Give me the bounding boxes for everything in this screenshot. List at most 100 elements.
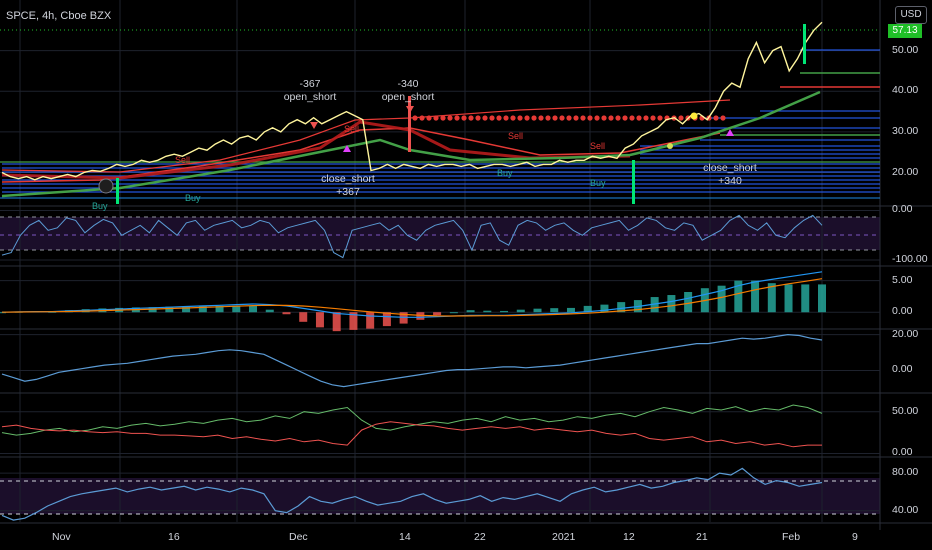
signal-dot: [615, 115, 621, 121]
trade-annotation-line: close_short: [321, 173, 375, 185]
y-tick-label: 40.00: [892, 503, 919, 516]
macd-histogram-bar: [349, 312, 358, 330]
y-tick-label: 0.00: [892, 305, 913, 318]
trade-arrow: [343, 145, 351, 152]
x-tick-label: 9: [852, 531, 858, 543]
signal-label: Sell: [344, 124, 360, 134]
signal-label: Buy: [497, 168, 513, 178]
y-tick-label: 0.00: [892, 363, 913, 376]
macd-histogram-bar: [249, 305, 258, 313]
signal-dot: [517, 115, 523, 121]
signal-dot: [601, 115, 607, 121]
macd-histogram-bar: [449, 312, 458, 314]
macd-histogram-bar: [299, 312, 308, 322]
macd-histogram-bar: [818, 284, 826, 313]
earnings-marker: [98, 178, 114, 194]
macd-histogram-bar: [500, 310, 509, 313]
oscillator-3-line: [1, 333, 823, 388]
macd-histogram-bar: [566, 307, 575, 313]
currency-button[interactable]: USD: [895, 6, 927, 24]
trade-arrow: [406, 106, 414, 113]
x-tick-label: 22: [474, 531, 486, 543]
trade-annotation: -367 open_short: [275, 78, 345, 104]
macd-histogram-bar: [282, 312, 291, 315]
macd-histogram-bar: [332, 312, 341, 332]
macd-histogram-bar: [265, 309, 274, 313]
signal-dot: [552, 115, 558, 121]
red-band: [1, 120, 631, 180]
signal-dot: [573, 115, 579, 121]
signal-dot: [622, 115, 628, 121]
x-tick-label: 16: [168, 531, 180, 543]
signal-dot: [608, 115, 614, 121]
signal-dot: [510, 115, 516, 121]
signal-line: [1, 278, 823, 317]
signal-dot: [650, 115, 656, 121]
macd-histogram-bar: [583, 305, 592, 313]
macd-histogram-bar: [433, 312, 442, 316]
trade-annotation-line: -340: [397, 78, 419, 90]
signal-dot: [629, 115, 635, 121]
oscillator-1-line: [1, 214, 823, 259]
y-tick-label: 0.00: [892, 446, 913, 459]
macd-histogram-bar: [784, 284, 793, 313]
macd-histogram-bar: [801, 284, 810, 313]
signal-label: Sell: [590, 141, 606, 151]
signal-label: Buy: [92, 201, 108, 211]
y-tick-label: 40.00: [892, 84, 919, 97]
signal-dot: [461, 115, 467, 121]
macd-histogram-bar: [684, 292, 693, 313]
di-plus-line: [1, 404, 823, 436]
signal-dot: [426, 115, 432, 121]
signal-dot: [678, 115, 684, 121]
macd-histogram-bar: [382, 312, 391, 327]
macd-histogram-bar: [215, 305, 224, 313]
trade-annotation: -340 open_short: [373, 78, 443, 104]
signal-label: Buy: [185, 193, 201, 203]
sell-signal-bar: [408, 96, 411, 152]
macd-histogram-bar: [366, 312, 375, 329]
signal-dot: [412, 115, 418, 121]
signal-dot: [447, 115, 453, 121]
signal-dot: [559, 115, 565, 121]
signal-dot: [454, 115, 460, 121]
signal-dot: [496, 115, 502, 121]
macd-histogram-bar: [650, 297, 659, 313]
signal-dot: [489, 115, 495, 121]
signal-dot: [720, 115, 726, 121]
signal-label: Sell: [175, 155, 191, 165]
macd-histogram-bar: [600, 304, 609, 313]
x-tick-label: Nov: [52, 531, 71, 543]
red-channel-upper: [1, 99, 731, 173]
y-tick-label: 80.00: [892, 466, 919, 479]
di-minus-line: [1, 421, 822, 448]
y-tick-label: 0.00: [892, 203, 913, 216]
signal-dot: [503, 115, 509, 121]
trade-annotation-line: -367: [299, 78, 321, 90]
x-tick-label: Dec: [289, 531, 308, 543]
trade-annotation-line: +367: [336, 186, 360, 198]
macd-histogram-bar: [717, 285, 726, 313]
x-tick-label: 2021: [552, 531, 576, 543]
signal-dot: [713, 115, 719, 121]
last-price-tag: 57.13: [888, 24, 922, 38]
price-line: [1, 21, 823, 181]
signal-dot: [419, 115, 425, 121]
signal-label: Buy: [590, 178, 606, 188]
macd-histogram-bar: [550, 308, 559, 313]
y-tick-label: -100.00: [892, 253, 928, 266]
trade-annotation: close_short +367: [313, 173, 383, 199]
y-tick-label: 50.00: [892, 404, 919, 417]
signal-dot: [643, 115, 649, 121]
macd-histogram-bar: [182, 306, 191, 313]
signal-dot: [538, 115, 544, 121]
oscillator-1-band: [0, 217, 880, 250]
buy-signal-bar: [803, 24, 806, 64]
signal-dot: [440, 115, 446, 121]
macd-histogram-bar: [734, 280, 743, 313]
macd-histogram-bar: [466, 310, 475, 313]
signal-dot: [475, 115, 481, 121]
trade-annotation-line: close_short: [703, 162, 757, 174]
macd-histogram-bar: [516, 309, 525, 313]
